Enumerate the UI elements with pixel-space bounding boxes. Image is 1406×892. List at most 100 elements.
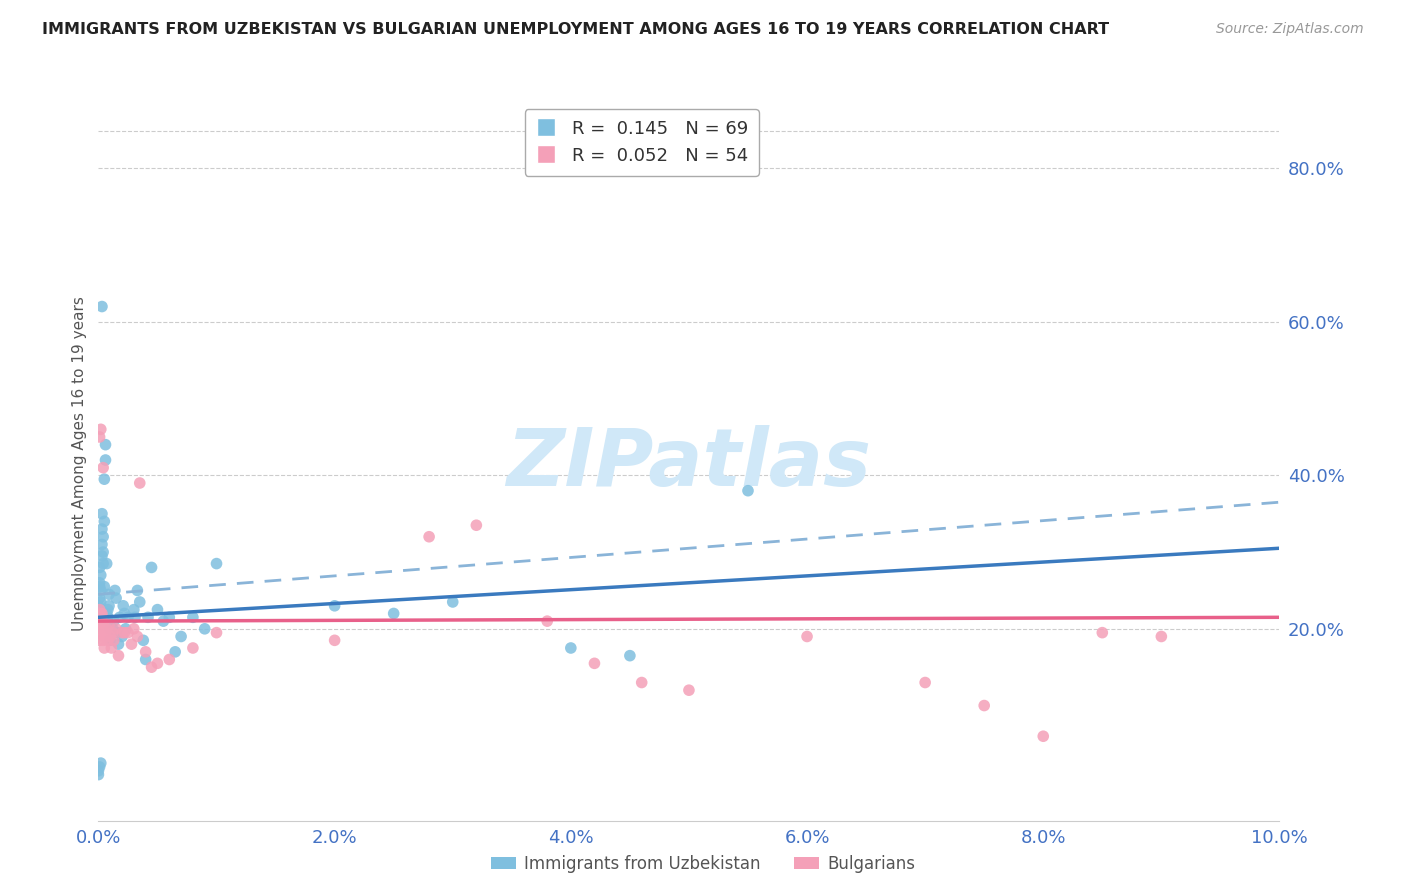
Point	[678, 683, 700, 698]
Point	[105, 591, 128, 606]
Point	[536, 614, 558, 628]
Point	[89, 591, 111, 606]
Point	[1032, 729, 1054, 743]
Point	[122, 622, 145, 636]
Point	[205, 625, 228, 640]
Point	[132, 633, 155, 648]
Point	[157, 652, 180, 666]
Point	[91, 300, 114, 314]
Point	[127, 630, 149, 644]
Point	[89, 560, 111, 574]
Point	[89, 633, 111, 648]
Point	[100, 640, 122, 655]
Legend: Immigrants from Uzbekistan, Bulgarians: Immigrants from Uzbekistan, Bulgarians	[484, 848, 922, 880]
Point	[91, 633, 114, 648]
Point	[90, 607, 112, 621]
Point	[91, 537, 114, 551]
Point	[90, 625, 112, 640]
Point	[146, 657, 169, 671]
Point	[465, 518, 488, 533]
Point	[619, 648, 641, 663]
Text: Source: ZipAtlas.com: Source: ZipAtlas.com	[1216, 22, 1364, 37]
Point	[105, 625, 128, 640]
Point	[181, 640, 204, 655]
Point	[87, 622, 110, 636]
Point	[135, 645, 157, 659]
Point	[170, 630, 193, 644]
Point	[128, 476, 150, 491]
Point	[89, 760, 111, 774]
Point	[90, 422, 112, 436]
Point	[93, 640, 115, 655]
Point	[91, 549, 114, 563]
Point	[94, 437, 117, 451]
Point	[112, 625, 135, 640]
Point	[112, 599, 135, 613]
Point	[98, 633, 121, 648]
Point	[194, 622, 217, 636]
Point	[94, 453, 117, 467]
Point	[96, 557, 118, 571]
Point	[91, 618, 114, 632]
Point	[90, 595, 112, 609]
Point	[121, 637, 143, 651]
Point	[96, 622, 118, 636]
Point	[98, 622, 121, 636]
Point	[98, 630, 121, 644]
Point	[124, 610, 146, 624]
Y-axis label: Unemployment Among Ages 16 to 19 years: Unemployment Among Ages 16 to 19 years	[72, 296, 87, 632]
Point	[181, 610, 204, 624]
Point	[122, 602, 145, 616]
Point	[104, 583, 127, 598]
Point	[111, 625, 134, 640]
Point	[93, 630, 115, 644]
Point	[91, 610, 114, 624]
Point	[89, 602, 111, 616]
Point	[117, 625, 139, 640]
Point	[96, 607, 118, 621]
Point	[98, 587, 121, 601]
Point	[1091, 625, 1114, 640]
Point	[89, 614, 111, 628]
Point	[105, 622, 128, 636]
Point	[90, 607, 112, 621]
Point	[382, 607, 405, 621]
Point	[97, 610, 120, 624]
Point	[630, 675, 652, 690]
Point	[141, 660, 163, 674]
Point	[91, 607, 114, 621]
Point	[98, 618, 121, 632]
Point	[418, 530, 440, 544]
Point	[103, 614, 125, 628]
Point	[112, 607, 135, 621]
Point	[93, 580, 115, 594]
Point	[91, 545, 114, 559]
Point	[91, 622, 114, 636]
Point	[560, 640, 582, 655]
Point	[146, 602, 169, 616]
Point	[89, 575, 111, 590]
Point	[93, 515, 115, 529]
Point	[94, 625, 117, 640]
Point	[111, 630, 134, 644]
Point	[87, 610, 110, 624]
Point	[87, 767, 110, 781]
Point	[101, 625, 124, 640]
Point	[583, 657, 606, 671]
Point	[914, 675, 936, 690]
Point	[108, 610, 131, 624]
Point	[165, 645, 187, 659]
Point	[796, 630, 818, 644]
Text: ZIPatlas: ZIPatlas	[506, 425, 872, 503]
Point	[117, 610, 139, 624]
Text: IMMIGRANTS FROM UZBEKISTAN VS BULGARIAN UNEMPLOYMENT AMONG AGES 16 TO 19 YEARS C: IMMIGRANTS FROM UZBEKISTAN VS BULGARIAN …	[42, 22, 1109, 37]
Point	[91, 530, 114, 544]
Point	[93, 472, 115, 486]
Point	[101, 622, 124, 636]
Point	[152, 614, 174, 628]
Point	[91, 460, 114, 475]
Point	[128, 595, 150, 609]
Point	[323, 599, 346, 613]
Point	[157, 610, 180, 624]
Point	[136, 610, 159, 624]
